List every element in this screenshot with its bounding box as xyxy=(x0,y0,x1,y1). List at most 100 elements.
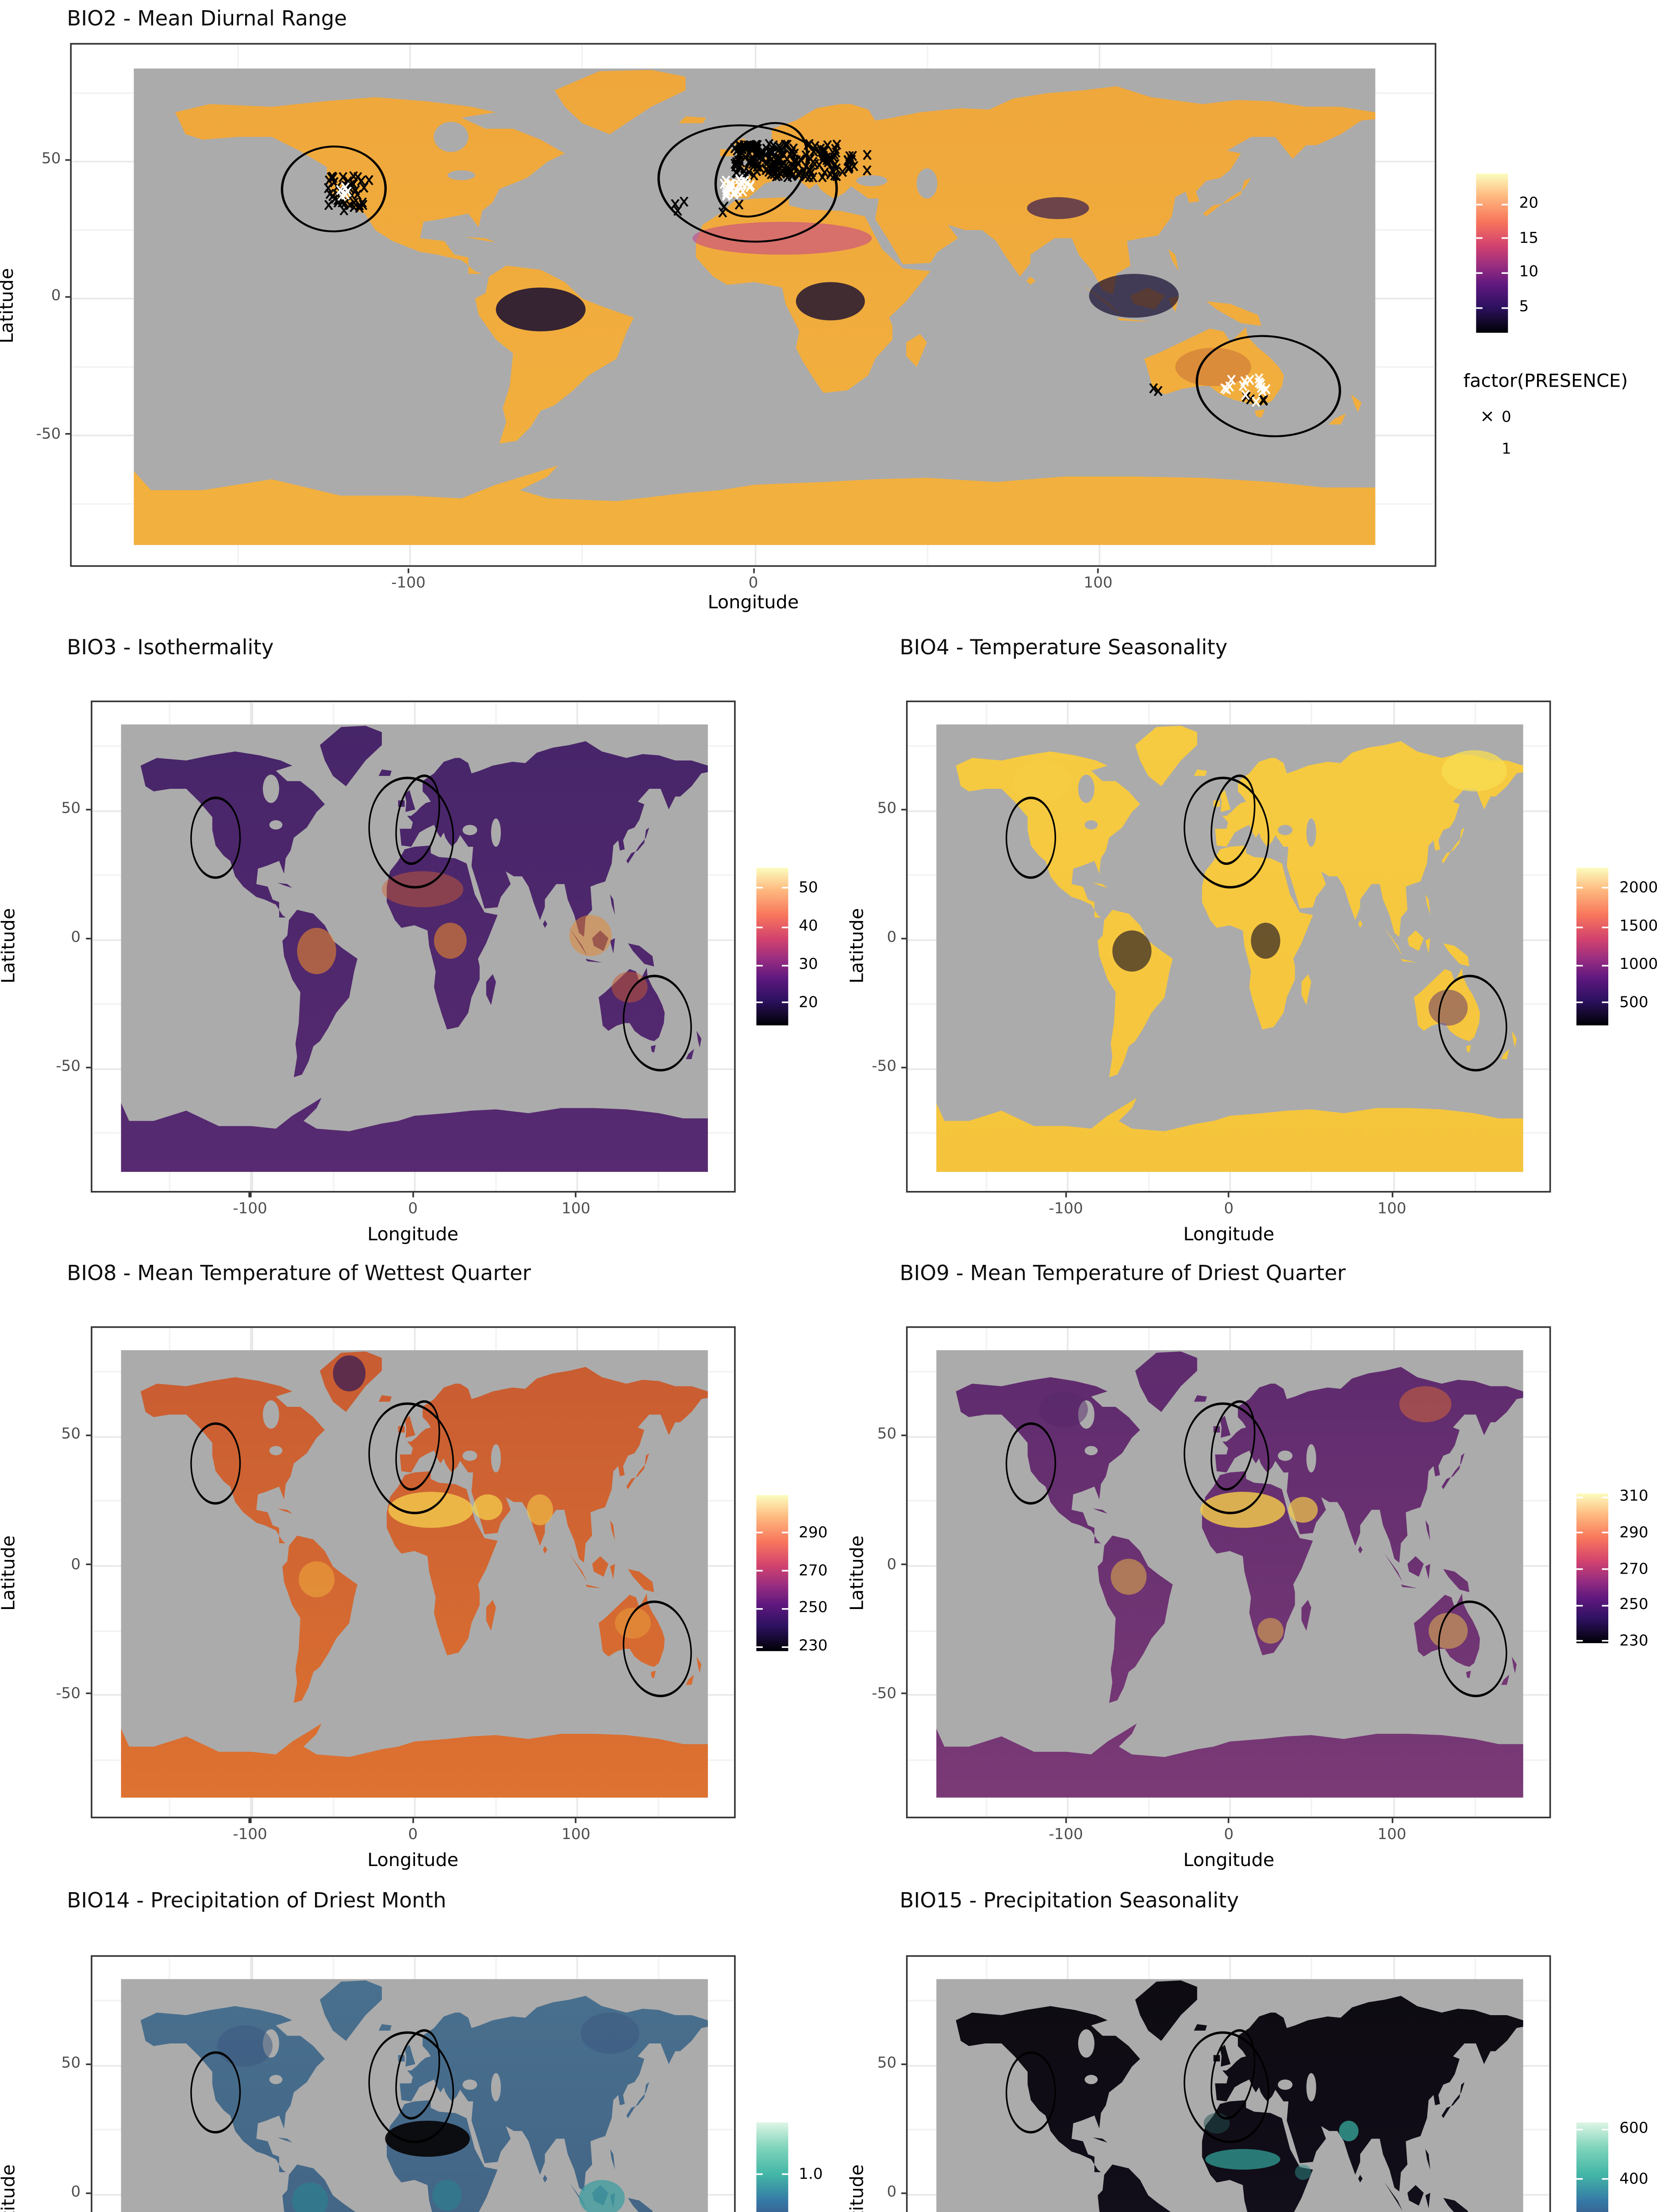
group-ellipse xyxy=(1438,974,1508,1071)
presence-point xyxy=(743,141,753,151)
colorbar-tick xyxy=(1501,272,1508,274)
colorbar-tick xyxy=(756,2173,762,2175)
y-tick-mark xyxy=(901,2063,906,2065)
colorbar-tick xyxy=(781,1532,788,1534)
presence-point xyxy=(783,172,793,183)
group-ellipse xyxy=(623,1600,692,1697)
presence-point xyxy=(1220,384,1230,394)
colorbar-tick xyxy=(1501,237,1508,239)
colorbar-tick xyxy=(781,1646,788,1648)
colorbar-tick-label: 5 xyxy=(1519,298,1529,316)
y-tick-label: 0 xyxy=(887,1555,897,1574)
presence-point xyxy=(722,191,731,201)
colorbar-tick xyxy=(756,1002,762,1004)
figure-bio15: BIO15 - Precipitation Seasonality Latitu… xyxy=(844,1882,1672,2212)
map-panel xyxy=(90,1326,736,1819)
x-tick-label: 100 xyxy=(561,1200,591,1218)
presence-point xyxy=(1252,397,1261,407)
x-tick-mark xyxy=(249,1193,251,1198)
map-panel xyxy=(90,1955,736,2212)
presence-point xyxy=(805,172,814,183)
x-tick-mark xyxy=(575,1819,577,1824)
colorbar-tick xyxy=(1476,306,1483,308)
presence-point xyxy=(803,140,813,150)
y-tick-label: -50 xyxy=(872,1058,897,1076)
group-ellipse xyxy=(281,146,387,233)
colorbar-tick-label: 270 xyxy=(1619,1560,1649,1578)
presence-point xyxy=(726,183,736,193)
presence-point xyxy=(774,142,784,152)
x-tick-mark xyxy=(412,1193,414,1198)
y-tick-mark xyxy=(85,2192,90,2194)
colorbar-gradient xyxy=(1576,1493,1608,1643)
map-panel xyxy=(906,1326,1552,1819)
x-tick-mark xyxy=(575,1193,577,1198)
colorbar-tick xyxy=(1602,1496,1608,1498)
group-ellipse xyxy=(395,2029,440,2120)
y-tick-label: 0 xyxy=(71,929,81,947)
group-ellipse xyxy=(1184,2031,1270,2143)
presence-legend-label-0: 0 xyxy=(1501,409,1511,427)
world-raster-bio3 xyxy=(121,724,708,1172)
presence-point xyxy=(767,155,776,165)
figure-title: BIO3 - Isothermality xyxy=(67,637,274,661)
x-tick-label: 0 xyxy=(748,575,758,592)
world-raster-bio8 xyxy=(121,1350,708,1798)
y-tick-mark xyxy=(65,296,71,298)
colorbar-tick-label: 15 xyxy=(1519,229,1538,247)
presence-point xyxy=(746,180,756,191)
x-tick-mark xyxy=(1065,1819,1067,1824)
figure-title: BIO4 - Temperature Seasonality xyxy=(899,637,1228,661)
colorbar-tick xyxy=(1602,2128,1608,2131)
map-panel xyxy=(90,700,736,1193)
presence-point xyxy=(720,202,729,212)
x-tick-label: 0 xyxy=(1224,1826,1234,1844)
y-tick-mark xyxy=(65,433,71,435)
y-tick-mark xyxy=(65,158,71,161)
colorbar-tick-label: 1500 xyxy=(1619,918,1658,936)
y-tick-mark xyxy=(85,808,90,810)
colorbar-tick-label: 270 xyxy=(799,1562,828,1580)
presence-point xyxy=(826,169,835,180)
presence-point xyxy=(735,200,744,210)
map-panel xyxy=(906,1955,1552,2212)
x-tick-label: 100 xyxy=(1377,1200,1407,1218)
y-tick-mark xyxy=(85,1692,90,1694)
group-ellipse xyxy=(1006,796,1057,879)
y-tick-label: 50 xyxy=(61,2055,81,2073)
group-ellipse xyxy=(1006,1422,1057,1505)
world-raster-bio15 xyxy=(937,1978,1524,2212)
presence-point xyxy=(790,161,799,172)
x-tick-label: -100 xyxy=(233,1200,267,1218)
colorbar-tick xyxy=(1576,1496,1583,1498)
group-ellipse xyxy=(715,122,809,218)
presence-point xyxy=(823,140,832,151)
presence-point xyxy=(671,199,680,210)
presence-point xyxy=(327,173,336,183)
presence-point xyxy=(849,161,859,172)
colorbar-tick xyxy=(781,964,788,966)
presence-legend-item-0: × 0 xyxy=(1473,404,1511,427)
y-tick-mark xyxy=(85,937,90,939)
y-tick-label: 50 xyxy=(877,2055,897,2073)
y-tick-mark xyxy=(901,1692,906,1694)
y-tick-label: 50 xyxy=(61,800,81,818)
presence-point xyxy=(816,144,826,154)
figure-bio14: BIO14 - Precipitation of Driest Month La… xyxy=(0,1882,844,2212)
group-ellipse xyxy=(623,974,692,1071)
y-tick-label: 0 xyxy=(51,288,61,306)
presence-point xyxy=(775,164,784,174)
colorbar-tick-label: 310 xyxy=(1619,1488,1649,1506)
x-axis-title: Longitude xyxy=(367,1849,459,1872)
y-tick-label: -50 xyxy=(872,1685,897,1702)
y-tick-label: 0 xyxy=(887,929,897,947)
presence-point xyxy=(787,147,796,158)
presence-point xyxy=(772,172,781,182)
x-tick-label: 100 xyxy=(561,1826,591,1844)
colorbar-tick xyxy=(1602,926,1608,928)
world-raster-bio9 xyxy=(937,1350,1524,1798)
colorbar-tick xyxy=(756,1646,762,1648)
y-tick-mark xyxy=(901,1066,906,1068)
colorbar-tick xyxy=(756,964,762,966)
x-tick-mark xyxy=(249,1819,251,1824)
